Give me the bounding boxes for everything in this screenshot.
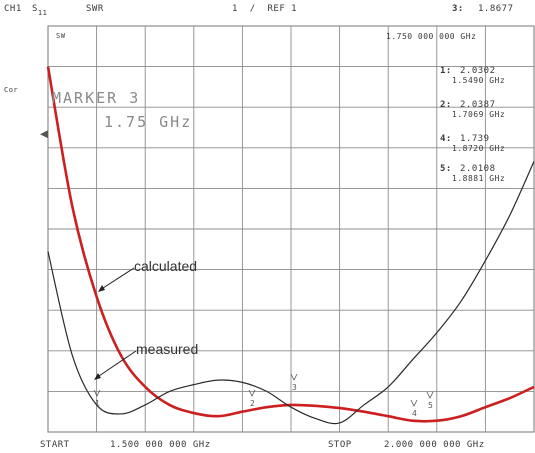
marker-tick-4 <box>410 399 418 407</box>
measured-arrow <box>95 350 137 379</box>
marker-tick-label: 5 <box>428 401 433 410</box>
series-line-measured <box>47 161 535 425</box>
channel-label: CH1 <box>4 4 22 14</box>
series-line-calculated <box>46 66 535 423</box>
stop-label: STOP <box>328 440 352 450</box>
parameter-letter: S <box>32 4 38 14</box>
marker-list-item: 2: 2.0387 1.7069 GHz <box>440 100 535 134</box>
correction-label: Cor <box>4 86 19 94</box>
marker-list-value: 2.0302 <box>460 66 496 76</box>
marker-list-id: 1: <box>440 66 452 76</box>
start-label: START <box>40 440 70 450</box>
marker-list-id: 2: <box>440 100 452 110</box>
sweep-label: SW <box>56 32 66 40</box>
calculated-arrow <box>99 267 135 291</box>
measured-arrowhead <box>94 373 101 380</box>
active-marker-frequency: 1.750 000 000 GHz <box>386 32 477 41</box>
reference-level-marker <box>40 130 48 139</box>
format-label: SWR <box>86 4 104 14</box>
marker-list-value: 2.0108 <box>460 164 496 174</box>
marker-tick-label: 2 <box>250 399 255 408</box>
marker-list-id: 5: <box>440 164 452 174</box>
marker-list-item: 4: 1.739 1.8720 GHz <box>440 134 535 164</box>
calculated-annotation: calculated <box>134 258 198 274</box>
marker-box-title: MARKER 3 <box>52 89 141 107</box>
start-frequency: 1.500 000 000 GHz <box>110 440 211 450</box>
marker-list-frequency: 1.8881 GHz <box>452 174 506 183</box>
marker-tick-label: 3 <box>292 383 297 392</box>
marker-list-item: 5: 2.0108 1.8881 GHz <box>440 164 535 194</box>
parameter-label: S11 <box>32 4 48 17</box>
marker-box-frequency: 1.75 GHz <box>104 113 193 131</box>
marker-list: 1: 2.0302 1.5490 GHz 2: 2.0387 1.7069 GH… <box>440 66 535 194</box>
scale-label: 1 / REF 1 <box>232 4 298 14</box>
marker-list-value: 2.0387 <box>460 100 496 110</box>
marker-list-frequency: 1.7069 GHz <box>452 110 506 119</box>
active-marker-value: 1.8677 <box>478 4 514 14</box>
marker-tick-1 <box>93 389 101 397</box>
measured-annotation: measured <box>136 341 199 357</box>
marker-tick-3 <box>290 373 298 381</box>
marker-tick-label: 4 <box>412 409 417 418</box>
marker-list-frequency: 1.8720 GHz <box>452 144 506 153</box>
calculated-arrowhead <box>98 285 105 292</box>
stop-frequency: 2.000 000 000 GHz <box>384 440 485 450</box>
active-marker-id: 3: <box>452 4 464 14</box>
marker-list-frequency: 1.5490 GHz <box>452 76 506 85</box>
marker-tick-label: 1 <box>95 399 100 408</box>
marker-tick-2 <box>248 389 256 397</box>
parameter-subscript: 11 <box>37 9 48 17</box>
marker-list-value: 1.739 <box>460 134 490 144</box>
marker-list-id: 4: <box>440 134 452 144</box>
marker-tick-5 <box>426 391 434 399</box>
marker-list-item: 1: 2.0302 1.5490 GHz <box>440 66 535 100</box>
